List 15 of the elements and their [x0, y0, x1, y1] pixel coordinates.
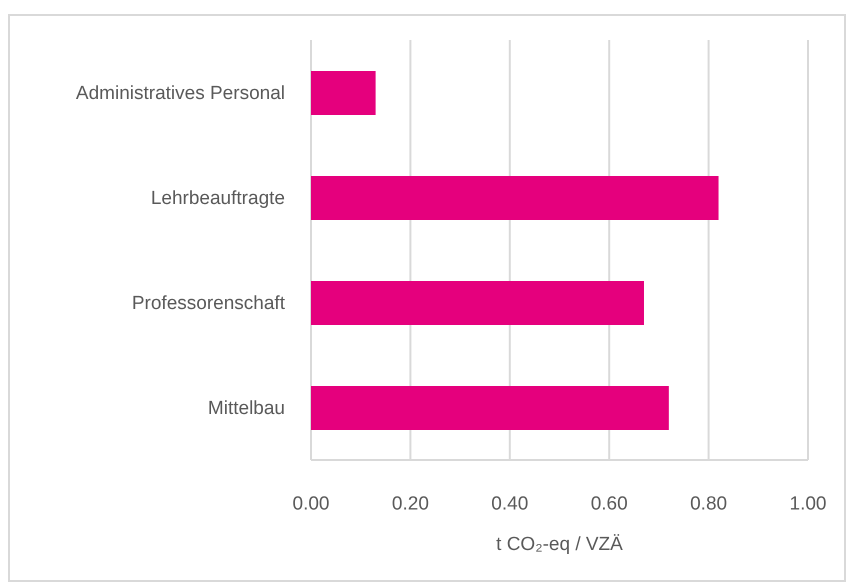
bar: [311, 71, 376, 115]
x-tick-label: 0.40: [491, 493, 528, 514]
y-tick-label: Administratives Personal: [76, 83, 285, 104]
x-tick-label: 0.20: [392, 493, 429, 514]
x-tick-label: 0.80: [690, 493, 728, 514]
y-tick-label: Mittelbau: [208, 398, 285, 420]
bar: [311, 176, 719, 220]
x-axis-title: t CO₂-eq / VZÄ: [495, 534, 624, 556]
y-tick-label: Lehrbeauftragte: [150, 188, 285, 210]
x-tick-label: 0.60: [590, 493, 628, 514]
y-tick-label: Professorenschaft: [132, 293, 286, 314]
bar: [311, 281, 644, 325]
bar: [311, 386, 669, 430]
x-tick-label: 1.00: [790, 493, 826, 514]
x-tick-label: 0.00: [292, 493, 330, 514]
